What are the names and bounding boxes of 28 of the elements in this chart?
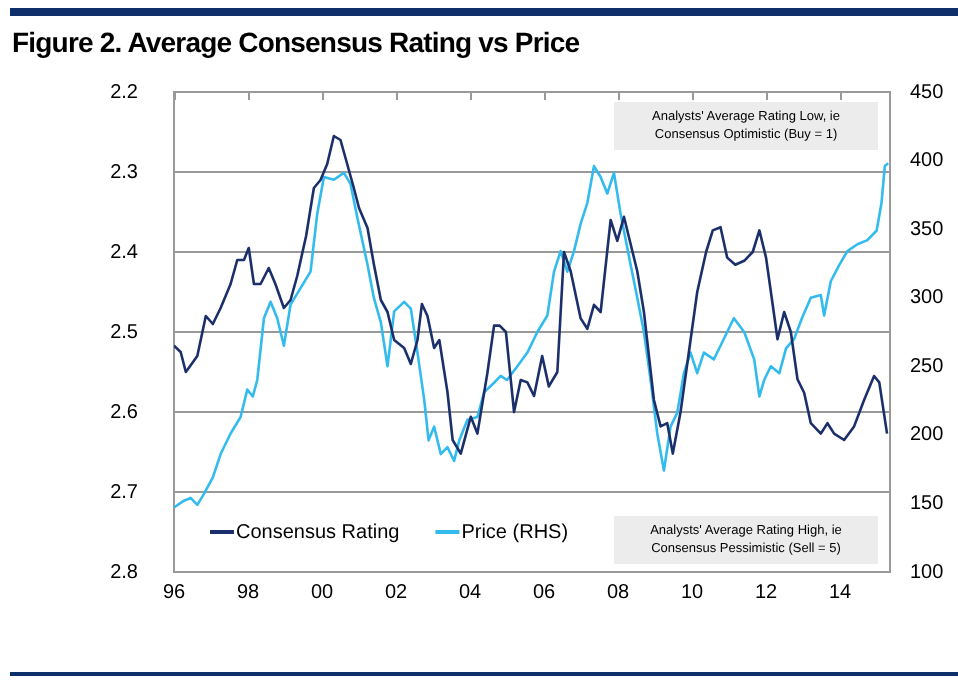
y2-tick-label: 200 — [910, 424, 945, 447]
x-tick-label: 00 — [310, 581, 335, 604]
x-tick-label: 04 — [458, 581, 483, 604]
x-tick-label: 98 — [236, 581, 260, 604]
x-tick-label: 10 — [680, 581, 705, 604]
y-tick-label: 2.6 — [110, 401, 139, 424]
x-tick-label: 08 — [606, 581, 631, 604]
legend-label: Consensus Rating — [236, 521, 400, 544]
y2-tick-label: 450 — [910, 81, 945, 104]
y2-tick-label: 400 — [910, 150, 945, 173]
y-tick-label: 2.7 — [110, 481, 139, 504]
chart-title: Figure 2. Average Consensus Rating vs Price — [12, 26, 580, 58]
y-tick-label: 2.2 — [110, 81, 139, 104]
y-tick-label: 2.4 — [110, 241, 139, 264]
legend-label: Price (RHS) — [461, 521, 569, 544]
y2-tick-label: 300 — [910, 287, 945, 310]
y-tick-label: 2.5 — [110, 321, 139, 344]
y2-tick-label: 250 — [910, 355, 945, 378]
x-tick-label: 02 — [384, 581, 409, 604]
y2-tick-label: 100 — [910, 561, 945, 584]
x-tick-label: 12 — [754, 581, 779, 604]
y2-tick-label: 350 — [910, 218, 945, 241]
y-tick-label: 2.3 — [110, 161, 139, 184]
y-tick-label: 2.8 — [110, 561, 139, 584]
x-tick-label: 96 — [162, 581, 186, 604]
y2-tick-label: 150 — [910, 492, 945, 515]
x-tick-label: 06 — [532, 581, 557, 604]
x-tick-label: 14 — [828, 581, 853, 604]
